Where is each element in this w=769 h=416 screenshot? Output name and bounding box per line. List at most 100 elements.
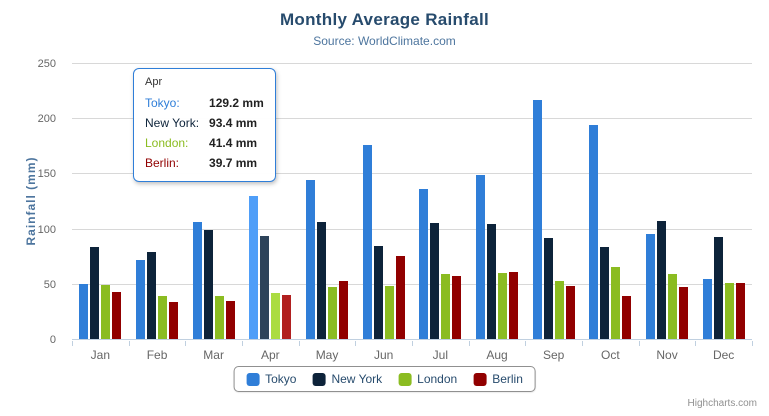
- bar-tokyo-aug[interactable]: [476, 175, 485, 339]
- bar-new-york-feb[interactable]: [147, 252, 156, 339]
- bar-berlin-nov[interactable]: [679, 287, 688, 339]
- bar-tokyo-mar[interactable]: [192, 221, 202, 339]
- y-tick-label-200: 200: [37, 113, 56, 126]
- x-tick: [412, 341, 413, 346]
- bar-berlin-may[interactable]: [339, 280, 348, 339]
- bar-london-aug[interactable]: [498, 273, 507, 339]
- tooltip: Apr Tokyo: 129.2 mm New York: 93.4 mm London…: [133, 68, 276, 182]
- legend-label: London: [417, 372, 458, 386]
- plot-area: [72, 63, 752, 340]
- bar-tokyo-jul[interactable]: [419, 189, 429, 339]
- bar-london-mar[interactable]: [214, 295, 224, 339]
- bar-tokyo-may[interactable]: [306, 180, 315, 339]
- bar-new-york-nov[interactable]: [657, 221, 666, 339]
- bar-new-york-aug[interactable]: [487, 223, 496, 339]
- bar-london-jun[interactable]: [384, 285, 394, 339]
- bar-berlin-dec[interactable]: [735, 282, 745, 339]
- x-label-sep: Sep: [542, 348, 565, 362]
- legend-swatch: [312, 372, 326, 386]
- bar-london-dec[interactable]: [724, 282, 734, 339]
- bar-new-york-may[interactable]: [317, 222, 326, 339]
- legend-swatch: [246, 372, 260, 386]
- bar-tokyo-dec[interactable]: [702, 278, 712, 339]
- y-tick-label-50: 50: [43, 278, 56, 291]
- y-axis-labels: 0 50 100 150 200 250: [0, 58, 64, 346]
- tooltip-series-value: 39.7 mm: [209, 156, 258, 170]
- y-tick-label-150: 150: [37, 168, 56, 181]
- bar-berlin-aug[interactable]: [509, 272, 518, 339]
- x-tick: [298, 341, 300, 346]
- x-tick: [72, 341, 73, 346]
- credits-link[interactable]: Highcharts.com: [687, 398, 757, 409]
- bar-new-york-jan[interactable]: [90, 246, 100, 339]
- legend-item-london[interactable]: London: [398, 372, 457, 386]
- gridline-250: [72, 63, 752, 64]
- x-label-jan: Jan: [90, 348, 111, 362]
- legend-item-new-york[interactable]: New York: [312, 372, 382, 386]
- tooltip-header: Apr: [145, 76, 163, 88]
- bar-berlin-oct[interactable]: [622, 295, 632, 339]
- bar-new-york-jul[interactable]: [430, 223, 440, 339]
- bar-london-jan[interactable]: [101, 285, 111, 339]
- x-tick: [468, 341, 470, 346]
- x-label-may: May: [315, 348, 339, 362]
- tooltip-series-label: London:: [145, 136, 189, 150]
- x-tick: [525, 341, 527, 346]
- legend-item-berlin[interactable]: Berlin: [473, 372, 523, 386]
- bar-london-feb[interactable]: [158, 296, 167, 339]
- tooltip-series-label: Tokyo:: [145, 96, 180, 110]
- export-menu-button[interactable]: [734, 17, 756, 43]
- bar-tokyo-apr[interactable]: [249, 196, 259, 339]
- gridline-150: [72, 173, 752, 175]
- tooltip-table: Tokyo: 129.2 mm New York: 93.4 mm London: 41.…: [145, 93, 264, 173]
- bar-berlin-jan[interactable]: [112, 292, 122, 339]
- bar-new-york-oct[interactable]: [600, 246, 610, 339]
- tooltip-series-label: Berlin:: [145, 156, 180, 170]
- bar-london-sep[interactable]: [554, 281, 564, 339]
- x-label-jul: Jul: [432, 348, 449, 362]
- legend-item-tokyo[interactable]: Tokyo: [246, 372, 296, 386]
- legend-swatch: [473, 372, 487, 386]
- bar-berlin-mar[interactable]: [225, 300, 235, 339]
- bar-berlin-apr[interactable]: [282, 295, 292, 339]
- x-label-nov: Nov: [656, 348, 678, 362]
- bar-new-york-dec[interactable]: [713, 237, 723, 339]
- x-label-mar: Mar: [203, 348, 224, 362]
- bar-berlin-feb[interactable]: [169, 302, 178, 339]
- bar-london-apr[interactable]: [271, 293, 281, 339]
- bar-berlin-jun[interactable]: [395, 255, 405, 339]
- bar-new-york-jun[interactable]: [373, 245, 383, 339]
- bar-new-york-apr[interactable]: [260, 235, 270, 339]
- x-tick: [185, 341, 187, 346]
- bar-tokyo-jan[interactable]: [79, 283, 89, 339]
- legend-swatch: [398, 372, 412, 386]
- tooltip-row: London: 41.4 mm: [145, 133, 264, 153]
- bar-tokyo-feb[interactable]: [136, 260, 145, 339]
- x-tick: [695, 341, 697, 346]
- x-tick: [242, 341, 243, 346]
- bar-tokyo-jun[interactable]: [362, 144, 372, 339]
- bar-berlin-sep[interactable]: [565, 286, 575, 339]
- bar-tokyo-oct[interactable]: [589, 124, 599, 339]
- y-tick-label-0: 0: [49, 334, 56, 346]
- bar-berlin-jul[interactable]: [452, 275, 462, 339]
- tooltip-row: Tokyo: 129.2 mm: [145, 93, 264, 113]
- bar-london-nov[interactable]: [668, 273, 677, 339]
- x-tick: [582, 341, 583, 346]
- tooltip-row: Berlin: 39.7 mm: [145, 153, 264, 173]
- bar-new-york-mar[interactable]: [203, 230, 213, 339]
- gridline-100: [72, 228, 752, 230]
- bar-tokyo-nov[interactable]: [646, 233, 655, 339]
- tooltip-row: New York: 93.4 mm: [145, 113, 264, 133]
- x-tick: [128, 341, 130, 346]
- x-label-aug: Aug: [486, 348, 508, 362]
- bar-tokyo-sep[interactable]: [532, 100, 542, 339]
- x-label-apr: Apr: [261, 348, 280, 362]
- bar-london-jul[interactable]: [441, 273, 451, 339]
- x-label-feb: Feb: [146, 348, 168, 362]
- y-tick-label-100: 100: [37, 223, 56, 236]
- bar-new-york-sep[interactable]: [543, 238, 553, 339]
- bar-london-oct[interactable]: [611, 267, 621, 339]
- bar-london-may[interactable]: [328, 287, 337, 339]
